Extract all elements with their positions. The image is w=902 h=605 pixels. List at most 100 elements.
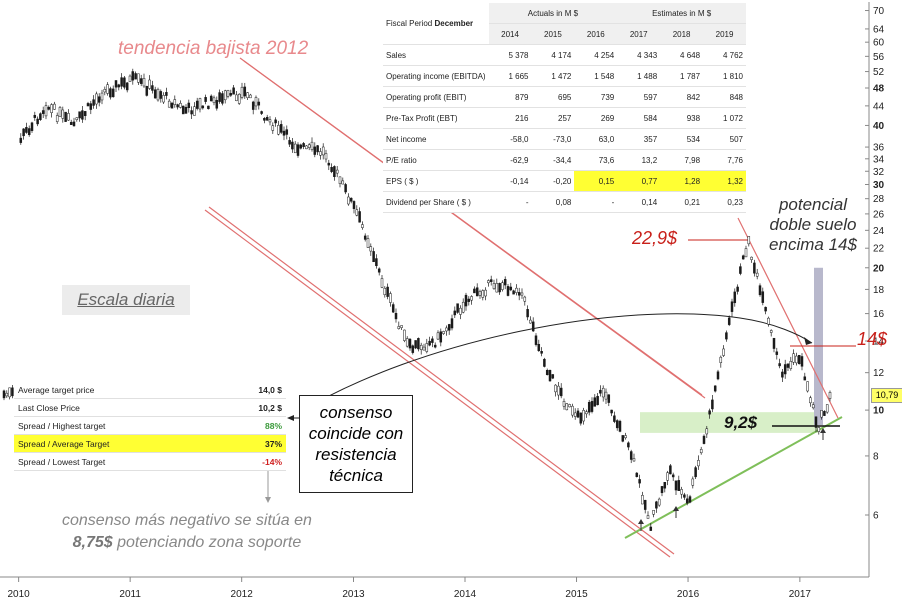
candle-body (237, 93, 241, 104)
candle-body (291, 141, 294, 150)
candle (375, 254, 378, 269)
candle-body (767, 317, 770, 325)
candle-body (548, 369, 552, 382)
candle-body (195, 100, 199, 109)
candle-body (786, 363, 790, 368)
candle (478, 289, 482, 299)
candle-body (131, 71, 135, 81)
candle-body (375, 258, 378, 267)
target-row: Last Close Price 10,2 $ (14, 398, 286, 417)
candle-body (8, 387, 11, 398)
y-tick-label: 70 (873, 6, 885, 17)
candle-body (47, 106, 51, 110)
candle-body (344, 184, 347, 193)
candle (324, 149, 328, 163)
candle (699, 446, 703, 455)
candle (758, 283, 762, 297)
candle-body (769, 330, 773, 333)
candle-body (72, 121, 76, 127)
candle-body (193, 106, 196, 116)
falling-resistance (737, 217, 839, 419)
candle-body (366, 238, 370, 248)
candle (470, 295, 473, 305)
candle (464, 292, 468, 311)
financials-cell: 4 648 (660, 44, 704, 66)
candle-body (53, 103, 56, 110)
candle-body (27, 128, 31, 135)
financials-cell: -58,0 (488, 128, 532, 150)
candle (344, 182, 347, 195)
candle (783, 359, 787, 379)
candle (377, 267, 381, 276)
candle-body (372, 251, 375, 263)
candle-body (125, 82, 129, 91)
y-tick-label: 30 (873, 180, 885, 191)
candle-body (545, 369, 549, 376)
candle (221, 91, 224, 106)
candle-body (22, 128, 25, 137)
candle-body (422, 346, 426, 351)
candle (795, 352, 798, 366)
financials-row-label: Operating profit (EBIT) (383, 86, 489, 108)
financials-cell: 4 762 (703, 44, 746, 66)
candle (341, 177, 345, 185)
candle-body (716, 371, 720, 380)
candle (447, 323, 451, 335)
candle-body (489, 279, 493, 282)
candle (47, 105, 51, 111)
candle-body (44, 105, 48, 117)
candle (680, 486, 683, 499)
candle-body (781, 371, 784, 378)
candle (495, 278, 499, 293)
candle (781, 369, 784, 383)
candle (596, 393, 599, 406)
candle (237, 93, 241, 105)
candle (481, 289, 485, 301)
candle (106, 82, 109, 96)
candle (811, 401, 815, 410)
financials-cell: 63,0 (574, 128, 618, 150)
financials-cell: 216 (488, 107, 532, 129)
candle (585, 409, 588, 418)
candle-body (109, 88, 112, 98)
period-label: Fiscal Period December (383, 3, 489, 45)
candle (293, 141, 297, 154)
candle (263, 117, 266, 124)
candle-body (428, 340, 431, 346)
candle (128, 74, 132, 82)
financials-row: Net income -58,0 -73,0 63,0 357 534 507 (383, 128, 746, 150)
candle-body (159, 91, 163, 99)
candle-body (559, 387, 563, 397)
candle-body (173, 99, 177, 105)
candle-body (809, 397, 812, 404)
candle (610, 409, 613, 417)
candle-body (279, 124, 283, 133)
financials-cell: 1 548 (574, 65, 618, 87)
candle-body (772, 337, 776, 349)
candle-body (747, 236, 751, 245)
financials-row: EPS ( $ ) -0,14 -0,20 0,15 0,77 1,28 1,32 (383, 170, 746, 192)
candle-body (313, 146, 317, 155)
candle (145, 85, 149, 97)
candle-body (92, 99, 95, 106)
y-tick-label: 44 (873, 101, 885, 112)
candle (400, 325, 403, 330)
candle-body (576, 410, 580, 418)
financials-cell: 695 (531, 86, 575, 108)
candle (803, 372, 807, 381)
candle (285, 125, 289, 140)
candle-body (207, 105, 210, 110)
financials-cell: -34,4 (531, 149, 575, 171)
candle-body (223, 90, 227, 101)
targets-table: Average target price 14,0 $ Last Close Pri… (14, 381, 286, 471)
candle (487, 279, 490, 287)
y-tick-label: 40 (873, 121, 885, 132)
candle (537, 339, 541, 352)
candle-body (635, 472, 639, 477)
candle-body (604, 391, 608, 400)
bottom-note: consenso más negativo se sitúa en 8,75$ … (62, 510, 312, 554)
candle (719, 355, 723, 368)
financials-cell: 357 (617, 128, 661, 150)
double-bottom-label: potencial doble suelo encima 14$ (769, 195, 857, 254)
candle-body (694, 467, 697, 478)
